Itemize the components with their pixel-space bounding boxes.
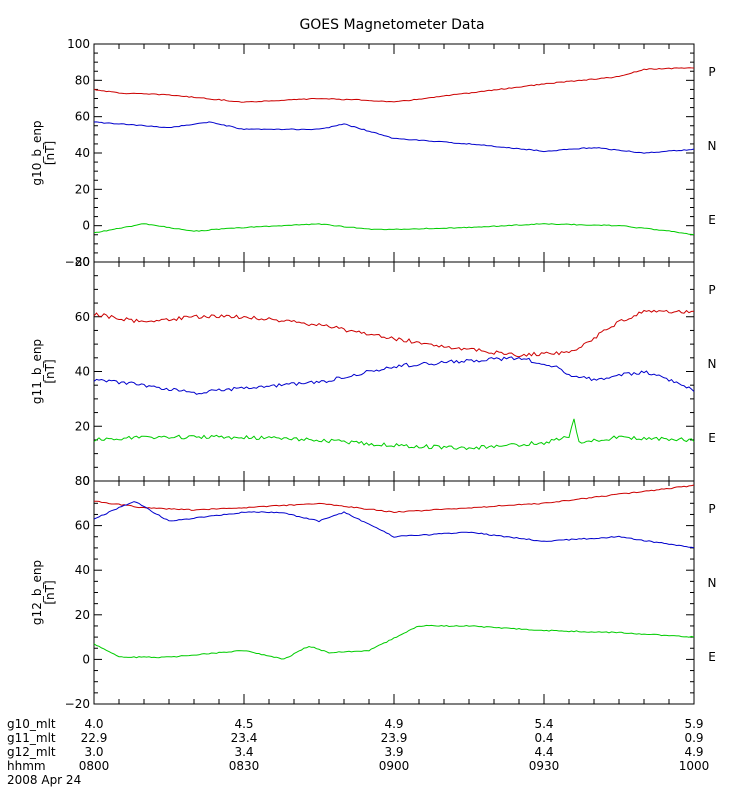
- y-tick-label: 20: [75, 182, 90, 196]
- plot-frame: [93, 261, 695, 482]
- hhmm-value: 0930: [529, 759, 560, 773]
- y-tick-label: 80: [75, 474, 90, 488]
- g12-mlt-value: 4.4: [534, 745, 553, 759]
- y-axis-units: [nT]: [43, 359, 57, 383]
- g11-mlt-value: 23.9: [381, 731, 408, 745]
- y-tick-label: 60: [75, 519, 90, 533]
- g10-mlt-value: 4.0: [84, 717, 103, 731]
- legend-label: P: [708, 283, 715, 297]
- y-axis-label: g10_b_enp: [30, 120, 44, 185]
- g10-mlt-value: 5.9: [684, 717, 703, 731]
- y-tick-label: −20: [65, 255, 90, 269]
- g12-mlt-value: 4.9: [684, 745, 703, 759]
- panel-g12: −20 0 20 40 60 80 g12_b_enp [nT] P N E: [30, 474, 716, 711]
- legend-label: N: [708, 139, 717, 153]
- legend-label: E: [708, 650, 716, 664]
- series-line: [93, 223, 695, 236]
- series-line: [93, 501, 695, 549]
- y-tick-label: 60: [75, 310, 90, 324]
- hhmm-value: 0900: [379, 759, 410, 773]
- legend-label: N: [708, 357, 717, 371]
- hhmm-value: 0800: [79, 759, 110, 773]
- y-tick-label: −20: [65, 697, 90, 711]
- legend-label: P: [708, 65, 715, 79]
- y-tick-label: 40: [75, 146, 90, 160]
- g12-mlt-value: 3.4: [234, 745, 253, 759]
- legend-label: P: [708, 502, 715, 516]
- g10-mlt-value: 4.9: [384, 717, 403, 731]
- y-tick-label: 40: [75, 563, 90, 577]
- y-tick-label: 80: [75, 255, 90, 269]
- series-line: [93, 67, 695, 103]
- series-line: [93, 484, 695, 514]
- y-tick-label: 20: [75, 419, 90, 433]
- series-line: [93, 624, 695, 660]
- hhmm-value: 1000: [679, 759, 710, 773]
- series-line: [93, 418, 695, 451]
- hhmm-value: 0830: [229, 759, 260, 773]
- g10-mlt-value: 5.4: [534, 717, 553, 731]
- row-label-g12-mlt: g12_mlt: [7, 745, 56, 759]
- g12-mlt-value: 3.9: [384, 745, 403, 759]
- y-axis-units: [nT]: [43, 141, 57, 165]
- legend-label: E: [708, 431, 716, 445]
- g11-mlt-value: 23.4: [231, 731, 258, 745]
- y-tick-label: 60: [75, 110, 90, 124]
- y-tick-label: 40: [75, 365, 90, 379]
- y-tick-label: 100: [67, 37, 90, 51]
- panel-g11: 0 20 40 60 80 g11_b_enp [nT] P N E: [30, 255, 716, 488]
- y-axis-label: g11_b_enp: [30, 339, 44, 404]
- y-tick-label: 0: [82, 652, 90, 666]
- legend-label: E: [708, 213, 716, 227]
- y-tick-label: 0: [82, 219, 90, 233]
- panel-g10: −20 0 20 40 60 80 100 g10_b_enp [nT] P N E: [30, 37, 716, 269]
- g11-mlt-value: 0.4: [534, 731, 553, 745]
- date-label: 2008 Apr 24: [7, 773, 81, 787]
- y-axis-label: g12_b_enp: [30, 560, 44, 625]
- g11-mlt-value: 0.9: [684, 731, 703, 745]
- y-tick-label: 0: [82, 474, 90, 488]
- g12-mlt-value: 3.0: [84, 745, 103, 759]
- series-line: [93, 356, 695, 395]
- legend-label: N: [708, 576, 717, 590]
- y-tick-label: 20: [75, 608, 90, 622]
- row-label-g11-mlt: g11_mlt: [7, 731, 56, 745]
- g10-mlt-value: 4.5: [234, 717, 253, 731]
- y-tick-label: 80: [75, 73, 90, 87]
- plot-frame: [93, 480, 695, 705]
- y-axis-units: [nT]: [43, 580, 57, 604]
- series-line: [93, 121, 695, 154]
- time-axis-labels: g10_mlt g11_mlt g12_mlt hhmm 2008 Apr 24…: [7, 717, 709, 787]
- series-line: [93, 309, 695, 358]
- g11-mlt-value: 22.9: [81, 731, 108, 745]
- row-label-hhmm: hhmm: [7, 759, 46, 773]
- row-label-g10-mlt: g10_mlt: [7, 717, 56, 731]
- chart-title: GOES Magnetometer Data: [299, 17, 484, 33]
